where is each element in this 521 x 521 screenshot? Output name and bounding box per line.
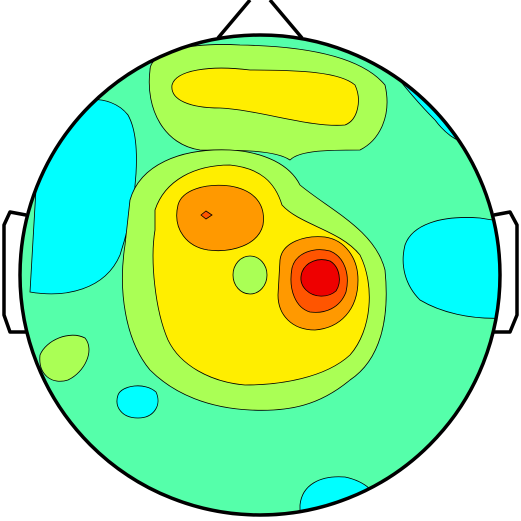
nose-right-stroke	[268, 0, 304, 40]
left-lateral-low-positive-patch	[39, 334, 90, 382]
central-island	[232, 255, 268, 295]
nose-left-stroke	[216, 0, 252, 40]
right-ear	[492, 210, 519, 334]
head-circle	[18, 33, 502, 517]
lower-left-negative-patch	[116, 385, 159, 419]
left-central-high-positive-patch	[176, 184, 264, 251]
left-central-peak	[200, 210, 213, 220]
left-ear	[2, 210, 28, 334]
frontal-mid-positive-patch	[171, 67, 359, 126]
right-central-peak	[300, 259, 340, 297]
right-negative-patch	[402, 217, 500, 319]
